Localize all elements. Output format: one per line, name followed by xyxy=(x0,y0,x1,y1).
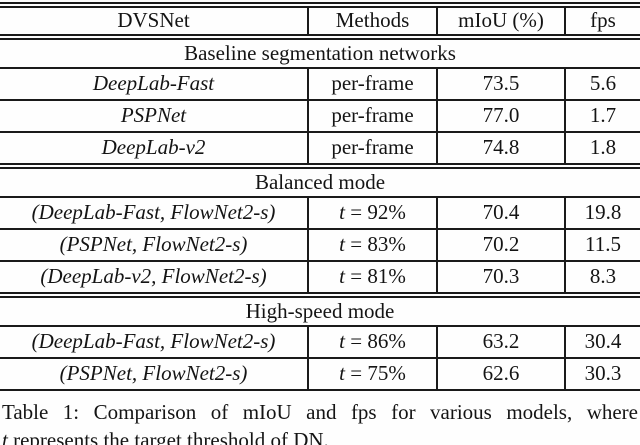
threshold-variable: t xyxy=(339,200,345,225)
miou-cell: 74.8 xyxy=(436,132,565,169)
section-title: High-speed mode xyxy=(0,295,640,327)
method-text: = 92% xyxy=(345,200,406,225)
caption-text: represents the target threshold of DN. xyxy=(7,428,329,445)
caption-line-1: Table 1: Comparison of mIoU and fps for … xyxy=(2,400,638,424)
model-cell: DeepLab-Fast xyxy=(0,68,308,101)
table-row: (DeepLab-v2, FlowNet2-s) t = 81% 70.3 8.… xyxy=(0,261,640,298)
model-cell: (DeepLab-Fast, FlowNet2-s) xyxy=(0,326,308,359)
table-row: (PSPNet, FlowNet2-s) t = 75% 62.6 30.3 xyxy=(0,358,640,391)
fps-cell: 11.5 xyxy=(564,229,640,262)
threshold-variable: t xyxy=(339,264,345,289)
miou-cell: 63.2 xyxy=(436,326,565,359)
col-header-dvsnet: DVSNet xyxy=(0,5,308,40)
section-title: Baseline segmentation networks xyxy=(0,37,640,69)
method-cell: per-frame xyxy=(307,68,437,101)
caption-line-2: t represents the target threshold of DN. xyxy=(2,426,638,445)
model-cell: (DeepLab-Fast, FlowNet2-s) xyxy=(0,197,308,230)
fps-cell: 30.3 xyxy=(564,358,640,391)
method-cell: per-frame xyxy=(307,132,437,169)
col-header-fps: fps xyxy=(564,5,640,40)
fps-cell: 5.6 xyxy=(564,68,640,101)
fps-cell: 19.8 xyxy=(564,197,640,230)
section-row-baseline: Baseline segmentation networks xyxy=(0,37,640,69)
miou-cell: 70.4 xyxy=(436,197,565,230)
table-row: (DeepLab-Fast, FlowNet2-s) t = 86% 63.2 … xyxy=(0,326,640,359)
table-row: (DeepLab-Fast, FlowNet2-s) t = 92% 70.4 … xyxy=(0,197,640,230)
method-cell: t = 86% xyxy=(307,326,437,359)
threshold-variable: t xyxy=(2,428,8,445)
table-caption: Table 1: Comparison of mIoU and fps for … xyxy=(2,398,638,445)
table-row: (PSPNet, FlowNet2-s) t = 83% 70.2 11.5 xyxy=(0,229,640,262)
fps-cell: 30.4 xyxy=(564,326,640,359)
method-cell: per-frame xyxy=(307,100,437,133)
method-text: per-frame xyxy=(331,103,414,128)
model-cell: PSPNet xyxy=(0,100,308,133)
miou-cell: 70.2 xyxy=(436,229,565,262)
col-header-miou: mIoU (%) xyxy=(436,5,565,40)
table-row: DeepLab-v2 per-frame 74.8 1.8 xyxy=(0,132,640,169)
fps-cell: 1.8 xyxy=(564,132,640,169)
threshold-variable: t xyxy=(339,232,345,257)
table-row: DeepLab-Fast per-frame 73.5 5.6 xyxy=(0,68,640,101)
method-text: = 86% xyxy=(345,329,406,354)
model-cell: DeepLab-v2 xyxy=(0,132,308,169)
method-text: per-frame xyxy=(331,71,414,96)
table-header-row: DVSNet Methods mIoU (%) fps xyxy=(0,5,640,40)
method-cell: t = 75% xyxy=(307,358,437,391)
model-cell: (PSPNet, FlowNet2-s) xyxy=(0,229,308,262)
method-text: per-frame xyxy=(331,135,414,160)
model-cell: (DeepLab-v2, FlowNet2-s) xyxy=(0,261,308,298)
col-header-methods: Methods xyxy=(307,5,437,40)
miou-cell: 73.5 xyxy=(436,68,565,101)
model-cell: (PSPNet, FlowNet2-s) xyxy=(0,358,308,391)
results-table: DVSNet Methods mIoU (%) fps Baseline seg… xyxy=(0,2,640,391)
miou-cell: 77.0 xyxy=(436,100,565,133)
table-row: PSPNet per-frame 77.0 1.7 xyxy=(0,100,640,133)
method-cell: t = 81% xyxy=(307,261,437,298)
method-text: = 81% xyxy=(345,264,406,289)
method-cell: t = 83% xyxy=(307,229,437,262)
method-text: = 83% xyxy=(345,232,406,257)
fps-cell: 1.7 xyxy=(564,100,640,133)
threshold-variable: t xyxy=(339,329,345,354)
section-row-highspeed: High-speed mode xyxy=(0,295,640,327)
miou-cell: 62.6 xyxy=(436,358,565,391)
threshold-variable: t xyxy=(339,361,345,386)
section-title: Balanced mode xyxy=(0,166,640,198)
fps-cell: 8.3 xyxy=(564,261,640,298)
miou-cell: 70.3 xyxy=(436,261,565,298)
method-cell: t = 92% xyxy=(307,197,437,230)
method-text: = 75% xyxy=(345,361,406,386)
section-row-balanced: Balanced mode xyxy=(0,166,640,198)
